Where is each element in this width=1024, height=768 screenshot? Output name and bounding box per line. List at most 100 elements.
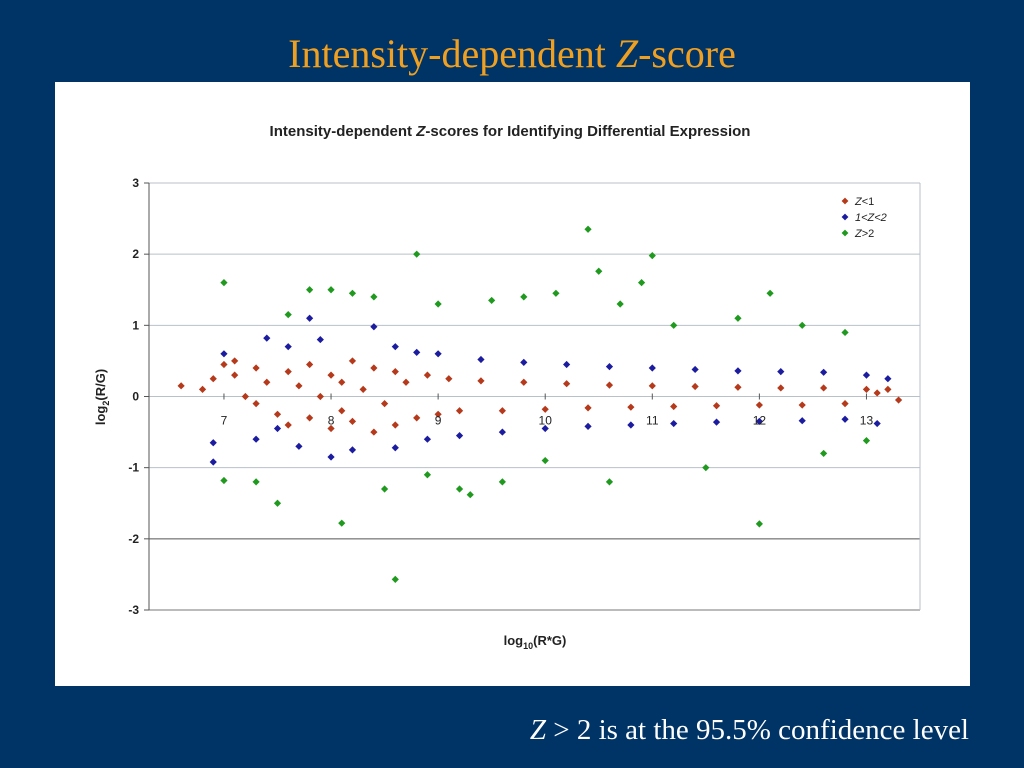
data-point [241,392,249,401]
y-tick-label: -2 [128,532,139,546]
data-point [402,378,410,386]
data-point [670,321,678,329]
data-point [798,417,806,425]
footnote-text: is at the 95.5% confidence level [598,714,969,746]
data-point [327,371,335,379]
data-point [873,419,881,428]
data-point [220,350,228,358]
data-point [862,371,871,379]
axes [144,182,867,611]
legend-label-italic: 1<Z<2 [855,212,887,224]
data-point [220,360,228,369]
data-point [220,476,228,485]
data-point [273,499,282,507]
data-point [648,364,656,372]
y-tick-label: -3 [128,603,139,617]
data-point [820,384,828,392]
data-point [605,381,614,389]
data-point [884,375,892,383]
data-point [198,385,207,393]
data-point [273,410,282,418]
legend-label-suffix: <1 [862,196,875,208]
data-point [691,365,699,374]
data-point [755,520,763,528]
data-point [370,323,378,331]
data-point [455,432,464,440]
data-point [306,360,314,369]
data-point [391,367,399,376]
chart-title-suffix: -scores for Identifying Differential Exp… [425,123,750,140]
data-point [648,251,656,260]
data-point [584,225,592,233]
data-point [391,421,399,429]
legend-marker [841,213,849,221]
data-point [413,414,421,422]
data-point [252,478,260,486]
footnote-math: > 2 [545,714,599,746]
data-point [370,428,378,436]
x-tick-label: 11 [646,414,659,428]
data-point [380,485,389,493]
data-point [348,289,357,297]
data-point [316,392,324,401]
data-point [627,403,635,411]
data-point [498,407,506,415]
y-tick-label: 3 [132,176,139,190]
data-point [563,380,571,388]
data-point [873,389,881,397]
data-point [584,422,592,430]
data-point [220,279,228,287]
y-tick-label: 0 [132,390,139,404]
data-point [841,328,849,337]
data-point [755,401,763,409]
data-point [584,404,592,412]
legend-label-italic: Z [854,196,863,208]
data-points [177,225,903,583]
data-point [520,358,528,366]
data-point [284,343,292,351]
data-point [177,382,185,390]
data-point [734,367,742,375]
y-axis-label: log2(R/G) [93,369,111,425]
data-point [755,417,763,426]
x-tick-label: 9 [435,414,442,428]
data-point [541,424,549,433]
data-point [252,400,260,408]
data-point [231,371,239,379]
data-point [777,367,785,376]
data-point [841,400,849,408]
data-point [670,402,678,411]
data-point [777,384,785,392]
data-point [766,289,774,297]
data-point [605,363,614,371]
data-point [734,314,742,322]
grid-lines [149,182,921,611]
data-point [284,311,292,319]
data-point [391,444,399,452]
data-point [670,419,678,428]
data-point [413,348,421,356]
data-point [338,378,346,386]
legend-label-italic: Z [854,228,863,240]
x-tick-label: 8 [328,414,335,428]
data-point [648,382,656,390]
footnote-italic: Z [529,714,546,746]
data-point [295,442,303,450]
x-tick-label: 10 [539,414,553,428]
data-point [295,382,303,390]
legend-label: 1<Z<2 [855,212,887,224]
footnote: Z > 2 is at the 95.5% confidence level [530,714,969,747]
data-point [712,418,721,426]
data-point [423,471,432,479]
data-point [563,360,571,369]
data-point [338,519,346,527]
scatter-chart: Intensity-dependent Z-scores for Identif… [93,123,921,651]
data-point [477,377,485,385]
legend-marker [841,197,849,205]
data-point [380,400,389,408]
data-point [370,364,378,372]
data-point [284,367,292,376]
data-point [338,407,346,415]
data-point [820,449,828,458]
